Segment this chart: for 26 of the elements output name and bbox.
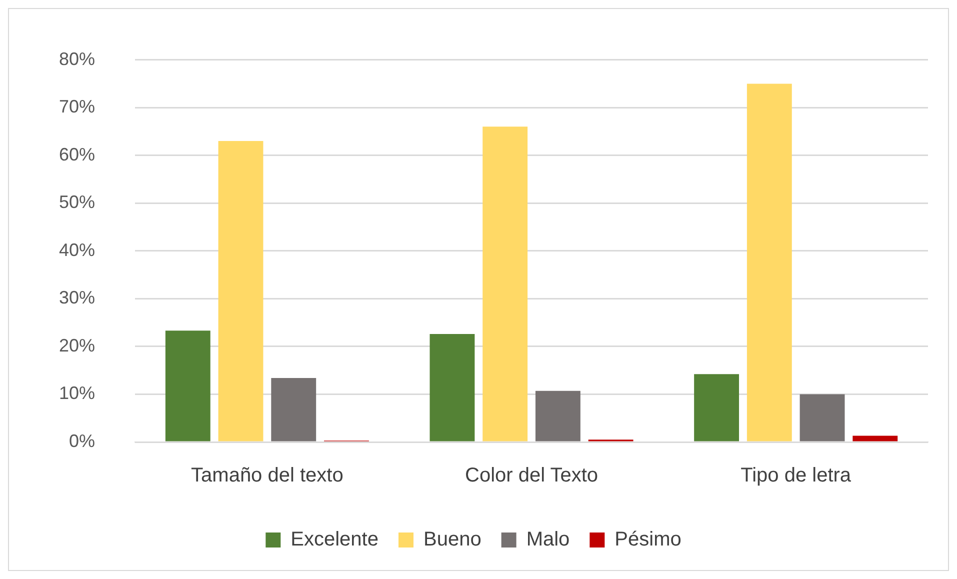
bar [535,390,580,442]
legend-label: Bueno [423,528,482,551]
y-tick-label: 40% [58,240,96,260]
bar [746,84,792,442]
x-tick-label: Tipo de letra [740,464,852,487]
legend-label: Malo [526,528,570,551]
y-tick-label: 10% [58,383,96,404]
bar [165,330,210,442]
legend-label: Pésimo [614,528,682,551]
y-tick-label: 20% [58,335,96,356]
bar [482,126,528,442]
y-tick-label: 60% [58,144,96,164]
x-tick-label: Color del Texto [464,464,598,487]
bar [800,394,845,442]
bar [430,334,475,442]
legend-label: Excelente [290,528,378,551]
bar [852,436,898,442]
y-tick-label: 80% [58,48,96,69]
y-tick-label: 50% [58,192,96,212]
bar [271,378,316,442]
bar [218,141,264,442]
y-tick-label: 0% [69,430,96,451]
bar [694,374,740,442]
y-tick-label: 30% [58,288,96,308]
y-tick-label: 70% [58,96,96,117]
x-tick-label: Tamaño del texto [191,464,344,487]
